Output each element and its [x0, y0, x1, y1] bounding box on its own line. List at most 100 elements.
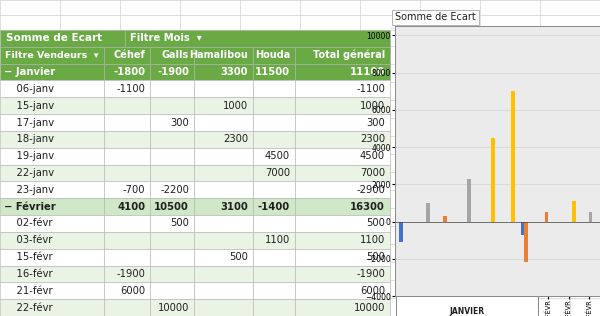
Text: 18-janv: 18-janv	[4, 134, 54, 144]
Bar	[104, 165, 150, 181]
Text: -1100: -1100	[116, 84, 145, 94]
Bar	[194, 131, 253, 148]
Bar	[150, 283, 194, 299]
Text: -1400: -1400	[258, 202, 290, 212]
Bar	[253, 64, 295, 81]
Text: 300: 300	[366, 118, 385, 128]
Bar	[194, 64, 253, 81]
Bar	[511, 91, 515, 222]
Text: 7000: 7000	[360, 168, 385, 178]
Bar	[150, 47, 194, 64]
Bar	[0, 283, 104, 299]
Bar	[194, 148, 253, 165]
Bar	[295, 215, 390, 232]
Text: 300: 300	[170, 118, 189, 128]
Bar	[295, 265, 390, 283]
Bar	[194, 81, 253, 97]
Bar	[0, 198, 104, 215]
Text: − Février: − Février	[4, 202, 56, 212]
Text: 11500: 11500	[255, 67, 290, 77]
Text: 22-janv: 22-janv	[4, 168, 54, 178]
Bar	[295, 198, 390, 215]
Bar	[194, 165, 253, 181]
Text: Filtre Mois  ▾: Filtre Mois ▾	[130, 33, 202, 43]
Bar	[0, 232, 104, 249]
Bar	[194, 215, 253, 232]
Text: 15-févr: 15-févr	[4, 252, 53, 262]
Bar	[253, 232, 295, 249]
Text: 500: 500	[366, 218, 385, 228]
Text: 1000: 1000	[223, 101, 248, 111]
Bar	[253, 81, 295, 97]
Bar	[0, 30, 125, 47]
Text: 11100: 11100	[350, 67, 385, 77]
Text: Somme de Ecart: Somme de Ecart	[6, 33, 102, 43]
Bar	[150, 64, 194, 81]
Bar	[104, 265, 150, 283]
Text: 17-janv: 17-janv	[4, 118, 54, 128]
Bar	[589, 212, 592, 222]
Bar	[399, 222, 403, 242]
Bar	[150, 97, 194, 114]
Bar	[194, 249, 253, 265]
Bar	[104, 249, 150, 265]
Bar	[150, 131, 194, 148]
Bar	[253, 148, 295, 165]
Text: -2200: -2200	[160, 185, 189, 195]
Text: 1000: 1000	[360, 101, 385, 111]
Bar	[521, 222, 524, 234]
Bar	[427, 203, 430, 222]
Text: -1900: -1900	[157, 67, 189, 77]
Bar	[295, 249, 390, 265]
Bar	[150, 148, 194, 165]
Text: Galls: Galls	[162, 50, 189, 60]
Text: 06-janv: 06-janv	[4, 84, 54, 94]
Text: 21-févr: 21-févr	[4, 286, 53, 296]
Bar	[295, 148, 390, 165]
Bar	[0, 265, 104, 283]
Text: 1100: 1100	[360, 235, 385, 245]
Text: Houda: Houda	[255, 50, 290, 60]
Bar	[253, 114, 295, 131]
Bar	[194, 114, 253, 131]
Bar	[295, 64, 390, 81]
Bar	[150, 249, 194, 265]
Text: 4100: 4100	[117, 202, 145, 212]
Bar	[295, 97, 390, 114]
Bar	[150, 181, 194, 198]
Bar	[104, 283, 150, 299]
Text: -1900: -1900	[116, 269, 145, 279]
Bar	[295, 131, 390, 148]
Bar	[295, 299, 390, 316]
Bar	[253, 283, 295, 299]
Bar	[253, 215, 295, 232]
Text: 19-janv: 19-janv	[4, 151, 54, 161]
Text: 10500: 10500	[154, 202, 189, 212]
Bar	[253, 299, 295, 316]
Bar	[104, 114, 150, 131]
Bar	[295, 165, 390, 181]
Bar	[194, 265, 253, 283]
Bar	[125, 30, 390, 47]
Text: 22-févr: 22-févr	[4, 303, 53, 313]
Bar	[194, 299, 253, 316]
Bar	[104, 131, 150, 148]
Text: 1100: 1100	[265, 235, 290, 245]
Text: Céhef: Céhef	[113, 50, 145, 60]
Text: Total général: Total général	[313, 50, 385, 60]
Bar	[104, 181, 150, 198]
Bar	[545, 212, 548, 222]
Text: Somme de Ecart: Somme de Ecart	[395, 12, 476, 22]
Text: 10000: 10000	[353, 303, 385, 313]
Text: 4500: 4500	[360, 151, 385, 161]
Bar	[194, 181, 253, 198]
Bar	[104, 215, 150, 232]
Text: 3300: 3300	[221, 67, 248, 77]
Bar	[150, 114, 194, 131]
Text: 500: 500	[170, 218, 189, 228]
Text: 02-févr: 02-févr	[4, 218, 53, 228]
Bar	[0, 114, 104, 131]
Text: 10000: 10000	[158, 303, 189, 313]
Bar	[253, 181, 295, 198]
Bar	[295, 181, 390, 198]
